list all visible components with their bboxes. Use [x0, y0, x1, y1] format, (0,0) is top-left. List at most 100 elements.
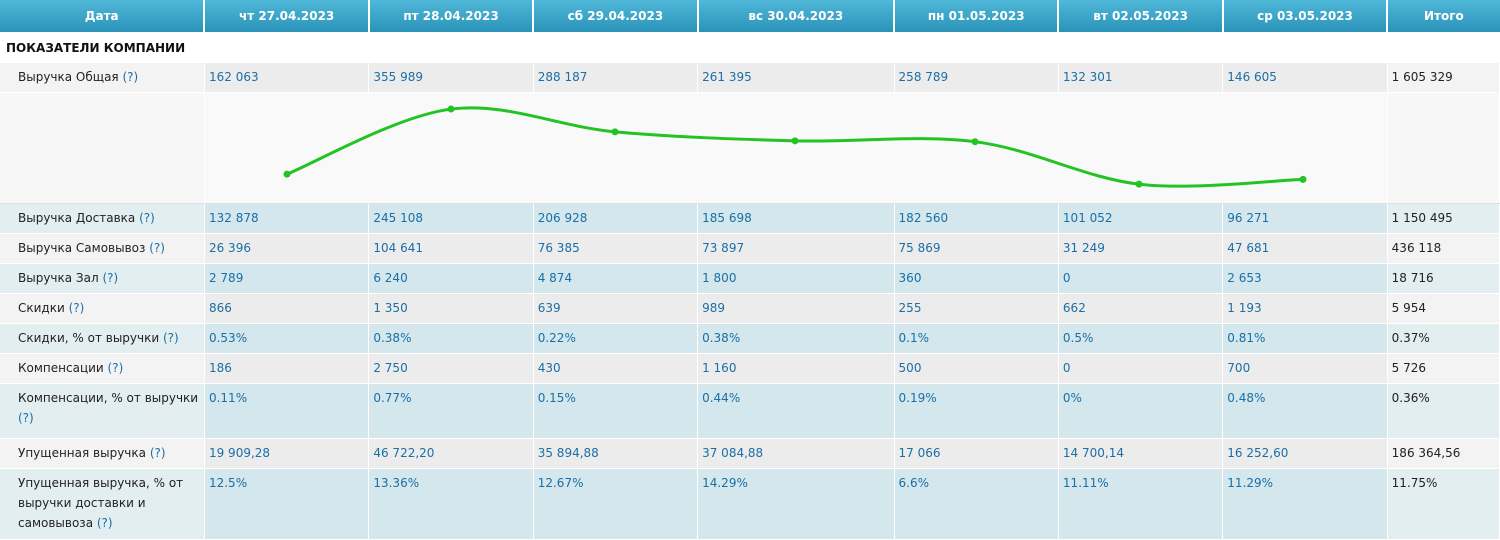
header-day[interactable]: пт 28.04.2023: [368, 0, 535, 32]
sparkline-point[interactable]: [611, 128, 619, 136]
metric-value[interactable]: 0: [1058, 353, 1224, 384]
sparkline-point[interactable]: [791, 137, 799, 145]
metric-value[interactable]: 1 350: [368, 293, 534, 324]
metric-value[interactable]: 12.5%: [204, 468, 370, 540]
metric-value[interactable]: 288 187: [533, 62, 699, 93]
metric-value[interactable]: 1 160: [697, 353, 895, 384]
metric-value[interactable]: 2 653: [1222, 263, 1388, 294]
metric-value[interactable]: 6.6%: [894, 468, 1059, 540]
help-link[interactable]: (?): [18, 411, 34, 425]
metric-value[interactable]: 4 874: [533, 263, 699, 294]
sparkline-point[interactable]: [283, 170, 291, 178]
metric-value[interactable]: 132 301: [1058, 62, 1224, 93]
metric-value[interactable]: 0.44%: [697, 383, 895, 439]
metric-label: Компенсации (?): [0, 353, 205, 384]
metric-value[interactable]: 185 698: [697, 203, 895, 234]
metric-value[interactable]: 0.11%: [204, 383, 370, 439]
metric-value[interactable]: 11.11%: [1058, 468, 1224, 540]
metric-value[interactable]: 73 897: [697, 233, 895, 264]
help-link[interactable]: (?): [139, 211, 155, 225]
help-link[interactable]: (?): [149, 446, 166, 460]
metric-value[interactable]: 14 700,14: [1058, 438, 1224, 469]
sparkline-point[interactable]: [971, 138, 979, 146]
metric-value[interactable]: 0.53%: [204, 323, 370, 354]
metric-label-text: Упущенная выручка: [18, 446, 146, 460]
metric-value[interactable]: 261 395: [697, 62, 895, 93]
sparkline-point[interactable]: [447, 105, 455, 113]
header-day[interactable]: пн 01.05.2023: [894, 0, 1060, 32]
metric-value[interactable]: 14.29%: [697, 468, 895, 540]
metric-value[interactable]: 75 869: [894, 233, 1059, 264]
metric-value[interactable]: 26 396: [204, 233, 370, 264]
metric-value[interactable]: 146 605: [1222, 62, 1388, 93]
metric-value[interactable]: 47 681: [1222, 233, 1388, 264]
metric-value[interactable]: 500: [894, 353, 1059, 384]
metric-value[interactable]: 866: [204, 293, 370, 324]
metric-value[interactable]: 2 789: [204, 263, 370, 294]
metric-value[interactable]: 46 722,20: [368, 438, 534, 469]
header-day[interactable]: вс 30.04.2023: [697, 0, 896, 32]
metric-value[interactable]: 132 878: [204, 203, 370, 234]
metric-value[interactable]: 104 641: [368, 233, 534, 264]
header-total[interactable]: Итого: [1387, 0, 1500, 32]
metric-value[interactable]: 255: [894, 293, 1059, 324]
metric-value[interactable]: 1 193: [1222, 293, 1388, 324]
metric-value[interactable]: 0.48%: [1222, 383, 1388, 439]
help-link[interactable]: (?): [68, 301, 85, 315]
header-day[interactable]: ср 03.05.2023: [1222, 0, 1389, 32]
metric-value[interactable]: 206 928: [533, 203, 699, 234]
metric-value[interactable]: 31 249: [1058, 233, 1224, 264]
metric-value[interactable]: 662: [1058, 293, 1224, 324]
metric-value[interactable]: 12.67%: [533, 468, 699, 540]
metric-value[interactable]: 0.1%: [894, 323, 1059, 354]
header-date[interactable]: Дата: [0, 0, 206, 32]
header-day[interactable]: вт 02.05.2023: [1058, 0, 1224, 32]
metric-value[interactable]: 182 560: [894, 203, 1059, 234]
metric-value[interactable]: 1 800: [697, 263, 895, 294]
sparkline-point[interactable]: [1299, 175, 1307, 183]
metric-value[interactable]: 245 108: [368, 203, 534, 234]
metric-value[interactable]: 13.36%: [368, 468, 534, 540]
sparkline-point[interactable]: [1135, 180, 1143, 188]
metric-value[interactable]: 96 271: [1222, 203, 1388, 234]
metric-value[interactable]: 19 909,28: [204, 438, 370, 469]
help-link[interactable]: (?): [122, 70, 139, 84]
metric-value[interactable]: 162 063: [204, 62, 370, 93]
metric-value[interactable]: 6 240: [368, 263, 534, 294]
metric-value[interactable]: 16 252,60: [1222, 438, 1388, 469]
metric-value[interactable]: 186: [204, 353, 370, 384]
help-link[interactable]: (?): [102, 271, 119, 285]
metric-value[interactable]: 258 789: [894, 62, 1059, 93]
help-link[interactable]: (?): [96, 516, 113, 530]
help-link[interactable]: (?): [163, 331, 179, 345]
metric-value[interactable]: 700: [1222, 353, 1388, 384]
metric-value[interactable]: 0.38%: [697, 323, 895, 354]
metric-value[interactable]: 0.38%: [368, 323, 534, 354]
metric-value[interactable]: 11.29%: [1222, 468, 1388, 540]
metric-value[interactable]: 37 084,88: [697, 438, 895, 469]
metric-value[interactable]: 0.19%: [894, 383, 1059, 439]
metric-value[interactable]: 2 750: [368, 353, 534, 384]
metric-label: Выручка Зал (?): [0, 263, 205, 294]
metric-value[interactable]: 76 385: [533, 233, 699, 264]
metric-value[interactable]: 355 989: [368, 62, 534, 93]
section-row: ПОКАЗАТЕЛИ КОМПАНИИ: [0, 32, 1500, 63]
header-day[interactable]: сб 29.04.2023: [533, 0, 699, 32]
metric-value[interactable]: 0.15%: [533, 383, 699, 439]
help-link[interactable]: (?): [107, 361, 124, 375]
metric-value[interactable]: 639: [533, 293, 699, 324]
metric-value[interactable]: 0.5%: [1058, 323, 1224, 354]
metric-value[interactable]: 0.77%: [368, 383, 534, 439]
metric-value[interactable]: 989: [697, 293, 895, 324]
metric-value[interactable]: 0.22%: [533, 323, 699, 354]
metric-value[interactable]: 17 066: [894, 438, 1059, 469]
header-day[interactable]: чт 27.04.2023: [204, 0, 370, 32]
metric-value[interactable]: 0: [1058, 263, 1224, 294]
metric-value[interactable]: 430: [533, 353, 699, 384]
metric-value[interactable]: 360: [894, 263, 1059, 294]
metric-value[interactable]: 0.81%: [1222, 323, 1388, 354]
help-link[interactable]: (?): [149, 241, 165, 255]
metric-value[interactable]: 0%: [1058, 383, 1224, 439]
metric-value[interactable]: 101 052: [1058, 203, 1224, 234]
metric-value[interactable]: 35 894,88: [533, 438, 699, 469]
